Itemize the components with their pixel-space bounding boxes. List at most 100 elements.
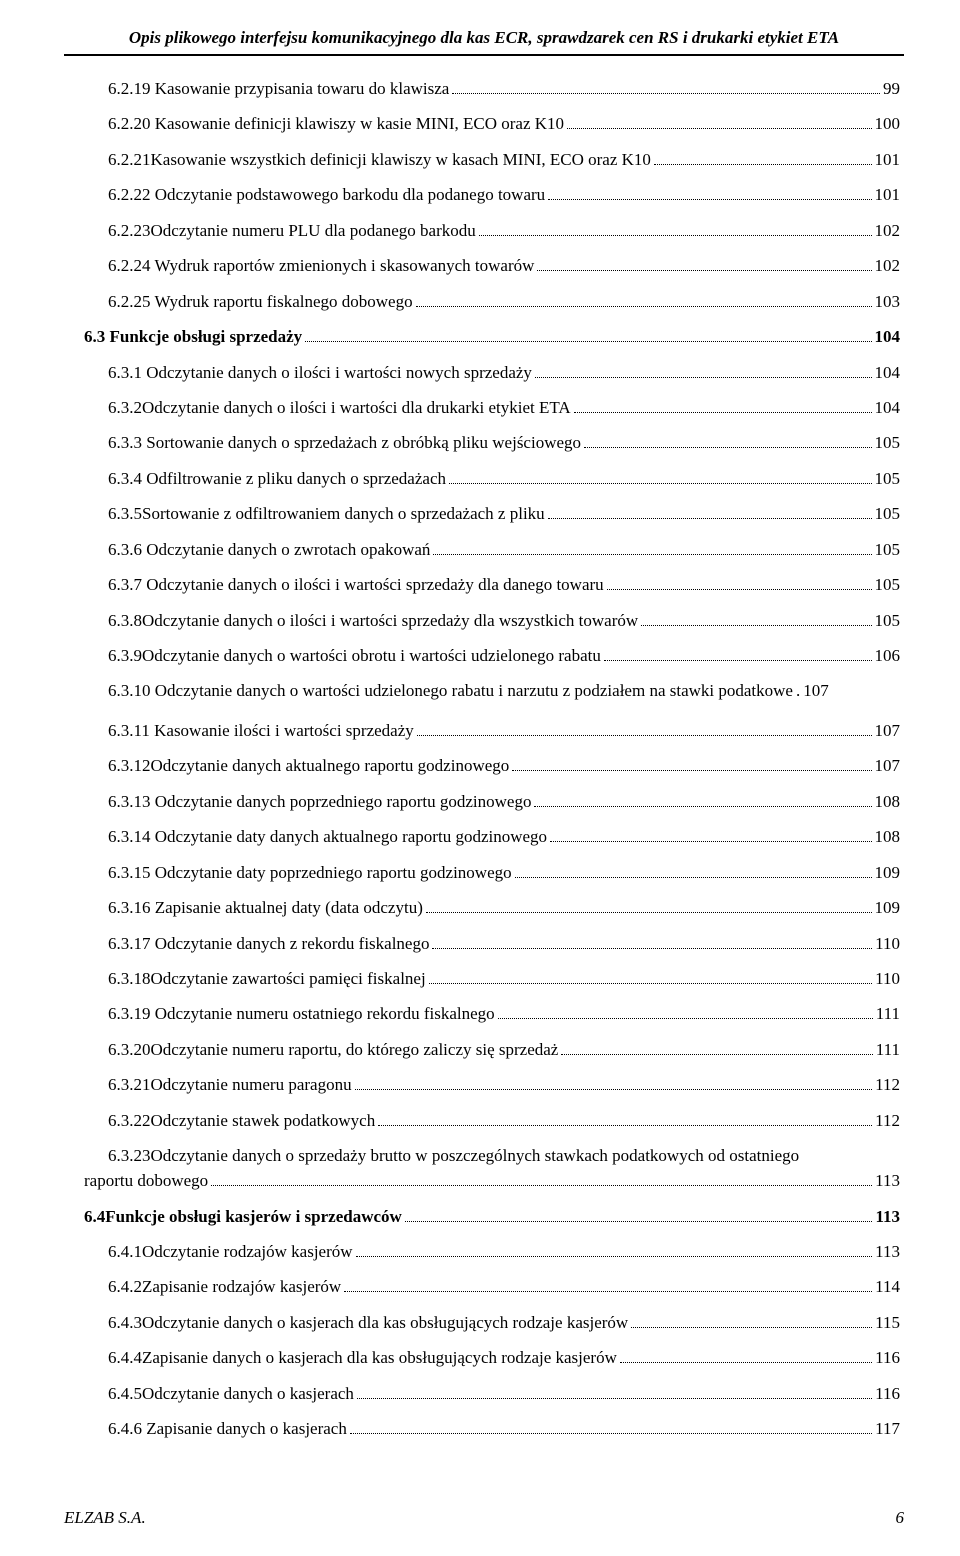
toc-entry-label: 6.3.14 Odczytanie daty danych aktualnego… bbox=[84, 826, 547, 849]
toc-entry-page: 109 bbox=[875, 897, 901, 920]
toc-entry-page: 113 bbox=[875, 1206, 900, 1229]
toc-leader-dots bbox=[356, 1256, 873, 1257]
toc-entry-label: 6.3.2Odczytanie danych o ilości i wartoś… bbox=[84, 397, 571, 420]
toc-entry: 6.3.20Odczytanie numeru raportu, do któr… bbox=[84, 1039, 900, 1062]
toc-entry: 6.3.8Odczytanie danych o ilości i wartoś… bbox=[84, 610, 900, 633]
toc-entry: 6.3.15 Odczytanie daty poprzedniego rapo… bbox=[84, 862, 900, 885]
toc-entry: 6.3.3 Sortowanie danych o sprzedażach z … bbox=[84, 432, 900, 455]
toc-entry-label: 6.3.21Odczytanie numeru paragonu bbox=[84, 1074, 352, 1097]
toc-entry-label: 6.2.24 Wydruk raportów zmienionych i ska… bbox=[84, 255, 534, 278]
toc-leader-dots bbox=[417, 735, 872, 736]
toc-entry-label: 6.3.12Odczytanie danych aktualnego rapor… bbox=[84, 755, 509, 778]
page-header-title: Opis plikowego interfejsu komunikacyjneg… bbox=[64, 28, 904, 48]
toc-leader-dots bbox=[548, 518, 872, 519]
toc-leader-dots bbox=[537, 270, 871, 271]
toc-entry-page: 116 bbox=[875, 1347, 900, 1370]
toc-entry: 6.3.21Odczytanie numeru paragonu112 bbox=[84, 1074, 900, 1097]
toc-leader-dots bbox=[305, 341, 871, 342]
toc-entry-page: 107 bbox=[875, 720, 901, 743]
toc-leader-dots bbox=[498, 1018, 873, 1019]
toc-entry-label: 6.3.3 Sortowanie danych o sprzedażach z … bbox=[84, 432, 581, 455]
toc-leader-dots bbox=[535, 377, 872, 378]
toc-entry: 6.4.3Odczytanie danych o kasjerach dla k… bbox=[84, 1312, 900, 1335]
toc-entry-label: 6.2.19 Kasowanie przypisania towaru do k… bbox=[84, 78, 449, 101]
toc-entry: 6.4.1Odczytanie rodzajów kasjerów113 bbox=[84, 1241, 900, 1264]
toc-entry-page: 101 bbox=[875, 184, 901, 207]
toc-leader-dots bbox=[584, 447, 871, 448]
toc-entry: 6.3.22Odczytanie stawek podatkowych112 bbox=[84, 1110, 900, 1133]
toc-leader-dots bbox=[344, 1291, 872, 1292]
toc-entry-label: 6.3.16 Zapisanie aktualnej daty (data od… bbox=[84, 897, 423, 920]
toc-entry-page: 102 bbox=[875, 220, 901, 243]
toc-entry-page: 99 bbox=[883, 78, 900, 101]
toc-leader-dots bbox=[350, 1433, 872, 1434]
toc-leader-dots bbox=[426, 912, 872, 913]
toc-entry-page: 101 bbox=[875, 149, 901, 172]
table-of-contents: 6.2.19 Kasowanie przypisania towaru do k… bbox=[64, 78, 904, 1441]
toc-leader-dots bbox=[548, 199, 871, 200]
toc-leader-dots bbox=[550, 841, 871, 842]
toc-entry-page: 105 bbox=[875, 539, 901, 562]
toc-entry-page: 113 bbox=[875, 1170, 900, 1193]
toc-entry: 6.3.18Odczytanie zawartości pamięci fisk… bbox=[84, 968, 900, 991]
toc-leader-dots bbox=[378, 1125, 872, 1126]
footer-page-number: 6 bbox=[896, 1508, 905, 1528]
toc-entry-label: 6.3.10 Odczytanie danych o wartości udzi… bbox=[84, 680, 793, 703]
toc-entry-page: 105 bbox=[875, 610, 901, 633]
toc-entry-label: 6.3.13 Odczytanie danych poprzedniego ra… bbox=[84, 791, 531, 814]
toc-leader-dots bbox=[479, 235, 872, 236]
header-rule bbox=[64, 54, 904, 56]
toc-entry-label: 6.3.1 Odczytanie danych o ilości i warto… bbox=[84, 362, 532, 385]
toc-entry-page: 102 bbox=[875, 255, 901, 278]
toc-entry-label: 6.3.7 Odczytanie danych o ilości i warto… bbox=[84, 574, 604, 597]
toc-entry-label: 6.4.4Zapisanie danych o kasjerach dla ka… bbox=[84, 1347, 617, 1370]
toc-entry-page: 103 bbox=[875, 291, 901, 314]
toc-entry-label: 6.3.8Odczytanie danych o ilości i wartoś… bbox=[84, 610, 638, 633]
toc-entry-label: 6.3.4 Odfiltrowanie z pliku danych o spr… bbox=[84, 468, 446, 491]
toc-entry-label: 6.2.25 Wydruk raportu fiskalnego doboweg… bbox=[84, 291, 413, 314]
page-footer: ELZAB S.A. 6 bbox=[64, 1508, 904, 1528]
toc-entry-page: 105 bbox=[875, 432, 901, 455]
toc-entry: 6.2.21Kasowanie wszystkich definicji kla… bbox=[84, 149, 900, 172]
toc-entry-page: 109 bbox=[875, 862, 901, 885]
toc-entry-page: 110 bbox=[875, 968, 900, 991]
toc-entry-label: 6.3.11 Kasowanie ilości i wartości sprze… bbox=[84, 720, 414, 743]
toc-entry: 6.3 Funkcje obsługi sprzedaży104 bbox=[84, 326, 900, 349]
toc-entry: 6.3.16 Zapisanie aktualnej daty (data od… bbox=[84, 897, 900, 920]
toc-leader-dots bbox=[355, 1089, 873, 1090]
toc-entry-page: 108 bbox=[875, 826, 901, 849]
toc-leader-dots bbox=[515, 877, 872, 878]
toc-entry-page: 105 bbox=[875, 468, 901, 491]
toc-entry-label: 6.3.5Sortowanie z odfiltrowaniem danych … bbox=[84, 503, 545, 526]
toc-entry-page: 112 bbox=[875, 1110, 900, 1133]
toc-leader-dots bbox=[567, 128, 871, 129]
toc-entry-label: 6.2.22 Odczytanie podstawowego barkodu d… bbox=[84, 184, 545, 207]
toc-entry: 6.4.6 Zapisanie danych o kasjerach117 bbox=[84, 1418, 900, 1441]
toc-leader-dots bbox=[534, 806, 871, 807]
toc-entry-page: 106 bbox=[875, 645, 901, 668]
toc-entry-label: 6.4.3Odczytanie danych o kasjerach dla k… bbox=[84, 1312, 628, 1335]
toc-entry-label: 6.3.20Odczytanie numeru raportu, do któr… bbox=[84, 1039, 558, 1062]
toc-entry-page: 100 bbox=[875, 113, 901, 136]
toc-entry-page: 107 bbox=[803, 680, 829, 703]
toc-entry-label: 6.2.23Odczytanie numeru PLU dla podanego… bbox=[84, 220, 476, 243]
toc-entry: 6.2.23Odczytanie numeru PLU dla podanego… bbox=[84, 220, 900, 243]
toc-entry-page: 115 bbox=[875, 1312, 900, 1335]
toc-entry: 6.3.19 Odczytanie numeru ostatniego reko… bbox=[84, 1003, 900, 1026]
toc-entry: 6.2.19 Kasowanie przypisania towaru do k… bbox=[84, 78, 900, 101]
toc-leader-dots bbox=[452, 93, 880, 94]
toc-leader-dots bbox=[357, 1398, 872, 1399]
toc-entry: 6.2.24 Wydruk raportów zmienionych i ska… bbox=[84, 255, 900, 278]
toc-entry: 6.2.22 Odczytanie podstawowego barkodu d… bbox=[84, 184, 900, 207]
toc-leader-dots bbox=[607, 589, 872, 590]
toc-entry: 6.2.20 Kasowanie definicji klawiszy w ka… bbox=[84, 113, 900, 136]
toc-entry-page: 111 bbox=[876, 1003, 900, 1026]
toc-entry-page: 110 bbox=[875, 933, 900, 956]
toc-leader-dots bbox=[631, 1327, 872, 1328]
toc-entry-page: 113 bbox=[875, 1241, 900, 1264]
toc-entry: 6.3.9Odczytanie danych o wartości obrotu… bbox=[84, 645, 900, 668]
toc-entry-label: 6.3.9Odczytanie danych o wartości obrotu… bbox=[84, 645, 601, 668]
toc-leader-dots bbox=[512, 770, 871, 771]
toc-entry: 6.3.11 Kasowanie ilości i wartości sprze… bbox=[84, 720, 900, 743]
toc-leader-dots bbox=[620, 1362, 872, 1363]
